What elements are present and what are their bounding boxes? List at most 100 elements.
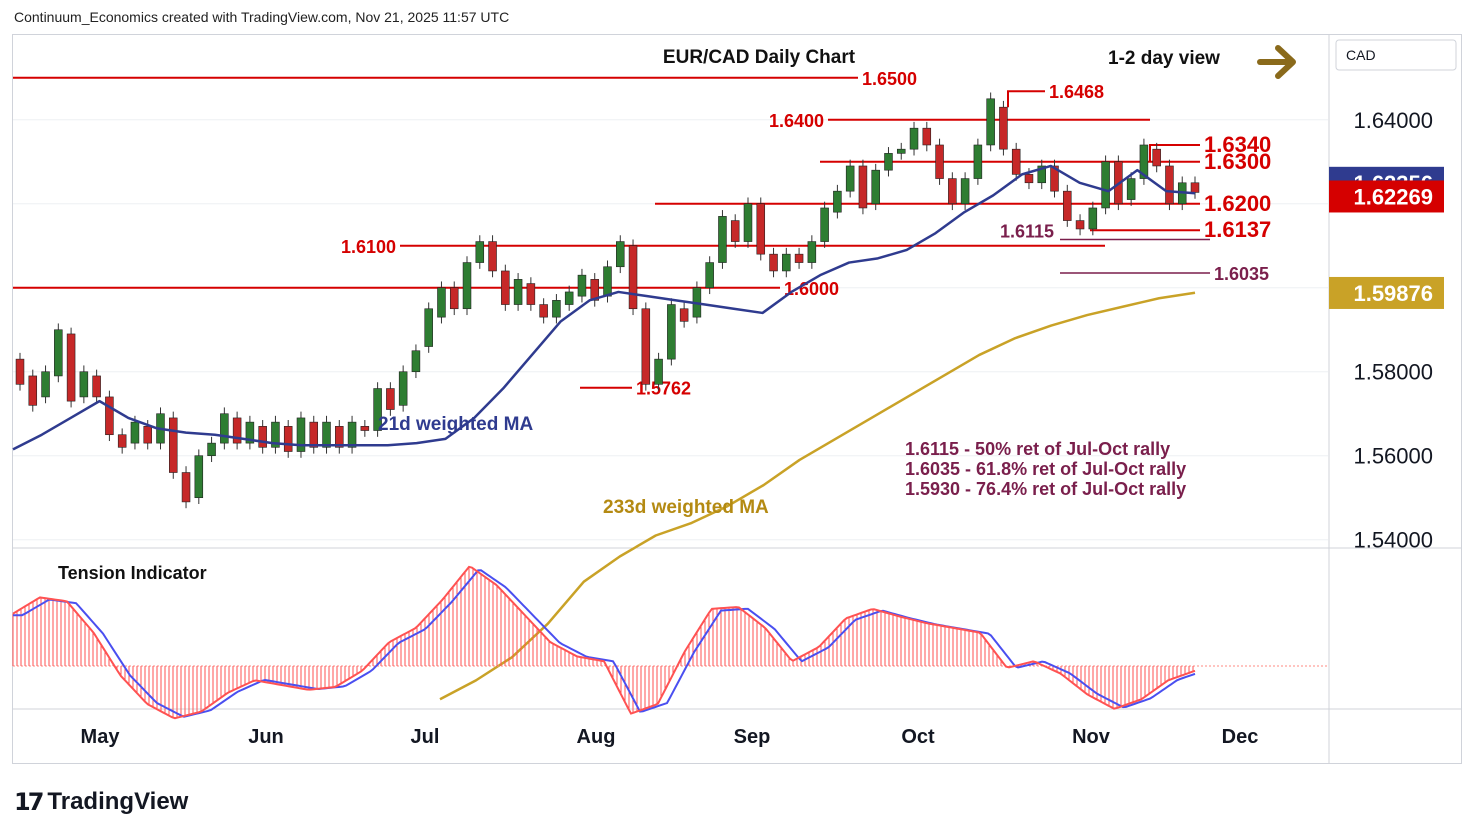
level-line [1007,90,1045,108]
candle-body [1011,148,1021,175]
fib-annotation-618: 1.6035 - 61.8% ret of Jul-Oct rally [905,459,1186,479]
candle-body [1190,182,1200,193]
candle-body [258,426,267,448]
candle-body [1050,165,1059,192]
level-label: 1.6468 [1049,82,1104,102]
level-label: 1.6300 [1204,149,1271,174]
candle-body [922,127,932,146]
candle-body [181,472,191,503]
ma21-path [12,164,1196,451]
x-tick-label: Dec [1222,726,1259,748]
tradingview-logo[interactable]: 17 TradingView [14,788,188,816]
x-tick-label: Aug [577,726,616,748]
candle-body [1152,148,1161,167]
x-tick-label: Jul [411,726,440,748]
candle-body [194,455,204,499]
candle-body [169,417,178,473]
candle-body [667,304,676,360]
candle-body [220,413,229,444]
y-tick-label: 1.56000 [1353,444,1433,469]
candle-body [577,274,587,297]
candle-body [794,253,804,263]
candle-body [769,253,778,272]
currency-label: CAD [1346,47,1376,63]
x-tick-label: Nov [1072,726,1111,748]
candle-body [552,300,561,318]
level-label: 1.6137 [1204,217,1271,242]
candle-body [513,279,523,305]
ma233-label: 233d weighted MA [603,497,769,518]
level-label: 1.6000 [784,279,839,299]
candle-body [807,241,817,263]
candle-body [1088,207,1098,230]
level-label: 1.6100 [341,237,396,257]
candle-body [960,178,970,205]
candle-body [41,371,50,398]
tradingview-wordmark: TradingView [47,788,189,815]
candle-body [79,371,89,398]
candle-body [590,279,599,301]
candle-body [909,127,919,150]
candle-body [641,308,651,385]
candle-body [973,144,983,179]
candle-body [782,253,791,272]
candle-body [92,375,101,398]
candle-body [271,421,280,448]
chart-frame [12,34,1462,764]
candle-body [488,241,497,272]
candle-body [449,287,459,310]
candle-body [564,291,574,305]
candle-body [207,442,216,457]
candle-body [54,329,63,377]
candle-body [309,421,319,448]
candle-body [1037,165,1046,184]
candle-body [539,304,548,318]
chart-subtitle: 1-2 day view [1108,48,1220,69]
candle-body [283,426,293,452]
candle-body [347,421,357,448]
candle-body [475,241,485,263]
x-tick-label: Sep [734,726,771,748]
currency-box[interactable] [1335,39,1457,71]
candle-body [296,417,306,452]
level-line [1149,143,1200,161]
candle-body [730,220,740,242]
candle-body [948,178,957,205]
tension-label: Tension Indicator [58,563,207,583]
candle-body [743,203,753,242]
y-tick-label: 1.64000 [1353,108,1433,133]
price-badge-label: 1.59876 [1353,281,1433,306]
candle-body [437,287,446,318]
price-badge [1329,180,1444,213]
candle-body [884,153,893,171]
candle-body [66,333,76,402]
price-axis-labels: 1.64000 1.58000 1.56000 1.54000 [1353,108,1433,553]
right-arrow-icon [1257,45,1296,79]
candle-body [820,207,829,242]
candle-body [756,203,766,255]
candle-body [833,190,842,213]
candle-body [896,148,906,154]
candle-body [526,283,536,305]
level-label: 1.6200 [1204,191,1271,216]
candle-body [718,216,727,263]
candle-body [935,144,944,179]
tension-line [12,565,1196,720]
level-label: 1.6115 [1000,221,1054,241]
ma233-line [439,291,1196,701]
candle-body [1024,174,1034,184]
candle-body [373,388,382,431]
ma233-path [439,291,1196,701]
x-tick-label: Jun [248,726,284,748]
x-tick-label: Oct [901,726,935,748]
price-badge [1329,276,1444,309]
candle-body [705,262,714,289]
candle-body [322,421,331,448]
candle-body [845,165,855,192]
fib-annotation-50: 1.6115 - 50% ret of Jul-Oct rally [905,439,1170,459]
tension-signal-line [13,569,1196,718]
candle-body [28,375,38,406]
x-tick-label: May [81,726,121,748]
candle-body [143,426,152,444]
